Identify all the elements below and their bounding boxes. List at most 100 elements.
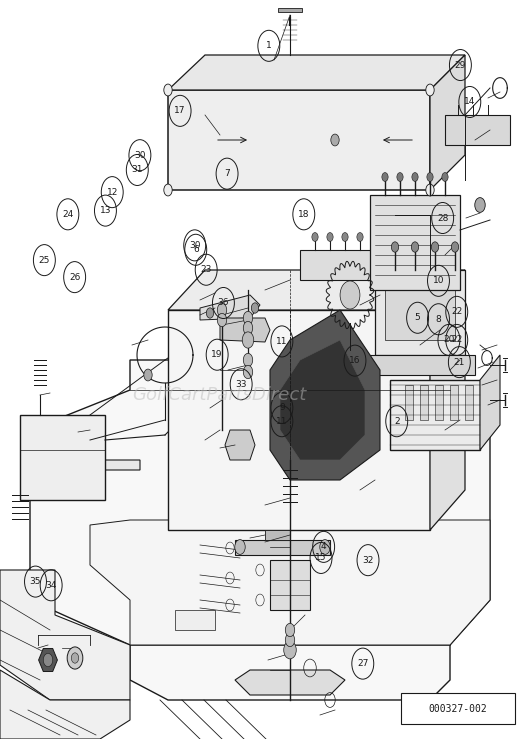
Polygon shape: [235, 540, 330, 555]
Text: 19: 19: [211, 350, 223, 359]
Polygon shape: [280, 340, 365, 460]
Text: 22: 22: [451, 336, 462, 344]
Circle shape: [312, 233, 318, 242]
Circle shape: [431, 242, 438, 252]
Text: 33: 33: [235, 380, 247, 389]
Circle shape: [252, 303, 259, 313]
Text: 5: 5: [414, 313, 421, 322]
Circle shape: [286, 624, 295, 637]
Text: 14: 14: [464, 98, 476, 106]
Text: 4: 4: [321, 542, 326, 551]
Text: 30: 30: [134, 151, 146, 160]
Circle shape: [284, 641, 296, 659]
Polygon shape: [168, 90, 430, 190]
Circle shape: [235, 539, 245, 554]
Text: 7: 7: [224, 169, 230, 178]
Polygon shape: [175, 610, 215, 630]
Circle shape: [243, 365, 253, 378]
Polygon shape: [235, 670, 345, 695]
Polygon shape: [430, 55, 465, 190]
Circle shape: [331, 134, 339, 146]
Polygon shape: [225, 430, 255, 460]
Circle shape: [72, 653, 79, 663]
Circle shape: [206, 308, 213, 319]
Circle shape: [412, 173, 418, 182]
Circle shape: [217, 313, 227, 327]
Polygon shape: [168, 310, 430, 530]
Polygon shape: [430, 270, 465, 530]
Text: 8: 8: [435, 315, 442, 324]
Polygon shape: [300, 250, 380, 280]
Text: 10: 10: [433, 276, 444, 285]
Circle shape: [164, 84, 172, 96]
Circle shape: [357, 233, 363, 242]
Text: 000327-002: 000327-002: [429, 704, 488, 714]
Circle shape: [426, 184, 434, 196]
Text: 31: 31: [132, 166, 143, 174]
Circle shape: [243, 321, 253, 335]
Text: 15: 15: [315, 554, 327, 562]
Text: 17: 17: [174, 106, 186, 115]
Polygon shape: [390, 380, 480, 450]
Text: 27: 27: [357, 659, 369, 668]
Text: 1: 1: [266, 41, 272, 50]
Polygon shape: [435, 385, 443, 420]
Polygon shape: [30, 360, 490, 700]
Polygon shape: [0, 570, 130, 700]
Circle shape: [382, 173, 388, 182]
Text: 9: 9: [279, 403, 285, 412]
Text: 25: 25: [39, 256, 50, 265]
Circle shape: [144, 369, 152, 381]
Polygon shape: [270, 310, 380, 480]
Circle shape: [243, 311, 253, 324]
Circle shape: [217, 303, 227, 316]
Text: 11: 11: [276, 337, 288, 346]
Text: 29: 29: [455, 61, 466, 69]
Text: 22: 22: [451, 307, 462, 316]
Circle shape: [43, 653, 53, 667]
Text: 20: 20: [443, 336, 455, 344]
Polygon shape: [385, 290, 455, 340]
Polygon shape: [220, 318, 270, 342]
Text: 16: 16: [349, 356, 361, 365]
Polygon shape: [168, 55, 465, 90]
Text: 28: 28: [437, 214, 448, 222]
Circle shape: [164, 184, 172, 196]
Polygon shape: [278, 8, 302, 12]
Text: 23: 23: [200, 265, 212, 274]
Circle shape: [340, 281, 360, 309]
Text: 30: 30: [189, 241, 200, 250]
Circle shape: [320, 539, 330, 554]
Circle shape: [475, 197, 485, 212]
Text: 24: 24: [62, 210, 74, 219]
Circle shape: [452, 242, 459, 252]
Circle shape: [286, 633, 295, 647]
Circle shape: [427, 173, 433, 182]
Text: 6: 6: [193, 245, 199, 254]
Circle shape: [327, 233, 333, 242]
Text: GolfCartPartsDirect: GolfCartPartsDirect: [132, 386, 306, 404]
Circle shape: [243, 353, 253, 367]
Polygon shape: [465, 385, 473, 420]
Circle shape: [242, 332, 254, 348]
Polygon shape: [90, 520, 490, 645]
Text: 18: 18: [298, 210, 310, 219]
Polygon shape: [20, 415, 105, 500]
Polygon shape: [405, 385, 413, 420]
Text: 34: 34: [45, 581, 57, 590]
Circle shape: [392, 242, 399, 252]
Circle shape: [442, 173, 448, 182]
Circle shape: [411, 242, 419, 252]
Text: 11: 11: [276, 417, 288, 426]
Polygon shape: [480, 355, 500, 450]
Circle shape: [67, 647, 83, 669]
Polygon shape: [39, 649, 57, 672]
Polygon shape: [370, 195, 460, 290]
Polygon shape: [375, 270, 465, 355]
FancyBboxPatch shape: [401, 693, 515, 724]
Circle shape: [426, 84, 434, 96]
Text: 2: 2: [394, 417, 399, 426]
Polygon shape: [445, 115, 510, 145]
Polygon shape: [200, 295, 260, 320]
Circle shape: [397, 173, 403, 182]
